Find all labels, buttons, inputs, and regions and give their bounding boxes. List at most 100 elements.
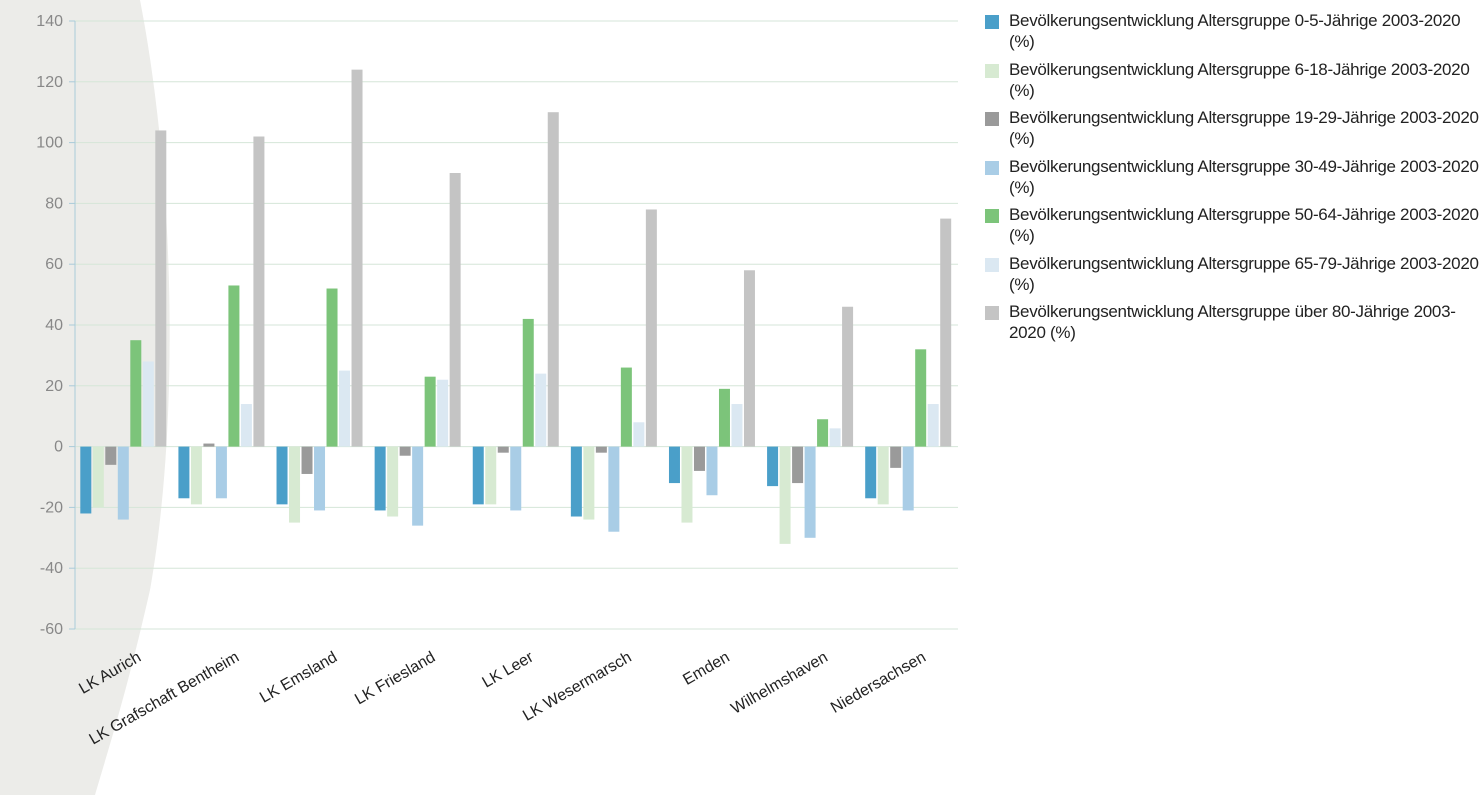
bar-4-2 (497, 446, 509, 453)
bar-6-6 (743, 270, 755, 447)
bar-3-4 (424, 376, 436, 447)
bar-5-6 (645, 209, 657, 447)
legend-swatch (985, 63, 999, 78)
bar-5-5 (633, 422, 645, 447)
legend-swatch (985, 257, 999, 272)
bar-8-0 (865, 446, 877, 499)
bar-6-5 (731, 404, 743, 447)
bar-8-5 (927, 404, 939, 447)
bar-4-1 (485, 446, 497, 505)
bar-6-1 (681, 446, 693, 523)
bar-1-4 (228, 285, 240, 447)
legend: Bevölkerungsentwicklung Altersgruppe 0-5… (985, 10, 1480, 350)
bar-8-1 (877, 446, 889, 505)
legend-label: Bevölkerungsentwicklung Altersgruppe 30-… (1009, 156, 1479, 197)
legend-item: Bevölkerungsentwicklung Altersgruppe 6-1… (985, 59, 1480, 102)
bar-4-0 (472, 446, 484, 505)
bar-7-4 (817, 419, 829, 447)
legend-swatch (985, 209, 999, 223)
bar-2-4 (326, 288, 338, 447)
y-tick-label: 100 (36, 135, 63, 152)
bar-7-2 (792, 446, 804, 484)
bar-1-1 (190, 446, 202, 505)
category-label: LK Friesland (352, 649, 438, 709)
legend-swatch (985, 160, 999, 175)
category-label: LK Wesermarsch (520, 649, 635, 725)
legend-label: Bevölkerungsentwicklung Altersgruppe übe… (1009, 302, 1456, 343)
legend-label: Bevölkerungsentwicklung Altersgruppe 6-1… (1009, 59, 1470, 100)
bar-6-0 (668, 446, 680, 484)
bar-1-5 (240, 404, 252, 447)
legend-item: Bevölkerungsentwicklung Altersgruppe 0-5… (985, 10, 1480, 53)
grid-layer (75, 20, 958, 630)
bar-0-5 (142, 361, 154, 447)
bar-6-4 (718, 388, 730, 447)
bar-0-3 (117, 446, 129, 520)
y-tick-label: -20 (40, 499, 63, 516)
bar-3-5 (437, 379, 449, 447)
legend-item: Bevölkerungsentwicklung Altersgruppe übe… (985, 301, 1480, 344)
bar-4-5 (535, 373, 547, 447)
bar-7-0 (767, 446, 779, 487)
legend-label: Bevölkerungsentwicklung Altersgruppe 19-… (1009, 108, 1479, 149)
bar-2-1 (289, 446, 301, 523)
y-tick-label: -40 (40, 560, 63, 577)
y-tick-label: 20 (45, 378, 63, 395)
legend-item: Bevölkerungsentwicklung Altersgruppe 50-… (985, 204, 1480, 247)
legend-label: Bevölkerungsentwicklung Altersgruppe 65-… (1009, 253, 1479, 294)
bar-4-6 (547, 112, 559, 447)
legend-item: Bevölkerungsentwicklung Altersgruppe 30-… (985, 156, 1480, 199)
bar-3-0 (374, 446, 386, 511)
bar-5-3 (608, 446, 620, 532)
bar-0-1 (92, 446, 104, 508)
bar-6-3 (706, 446, 718, 496)
bar-4-4 (522, 318, 534, 447)
bars (80, 69, 952, 544)
bar-3-6 (449, 173, 461, 447)
bar-7-5 (829, 428, 841, 447)
bar-1-2 (203, 443, 215, 447)
y-tick-label: 60 (45, 256, 63, 273)
bar-8-2 (890, 446, 902, 468)
y-tick-label: 80 (45, 195, 63, 212)
category-label: Wilhelmshaven (728, 649, 830, 718)
legend-swatch (985, 15, 999, 29)
bar-0-6 (155, 130, 167, 447)
bar-4-3 (510, 446, 522, 511)
bar-8-6 (940, 218, 952, 447)
y-tick-label: -60 (40, 621, 63, 638)
category-label: Niedersachsen (828, 649, 929, 717)
bar-0-0 (80, 446, 92, 514)
bar-2-0 (276, 446, 288, 505)
bar-5-2 (595, 446, 607, 453)
bar-5-1 (583, 446, 595, 520)
bar-3-2 (399, 446, 411, 456)
y-tick-label: 0 (54, 439, 63, 456)
category-label: Emden (680, 649, 732, 689)
bar-2-6 (351, 69, 363, 447)
bar-7-6 (842, 306, 854, 447)
bar-0-2 (105, 446, 117, 465)
category-label: LK Leer (479, 648, 537, 691)
legend-item: Bevölkerungsentwicklung Altersgruppe 65-… (985, 253, 1480, 296)
bar-0-4 (130, 340, 142, 447)
legend-label: Bevölkerungsentwicklung Altersgruppe 50-… (1009, 205, 1479, 246)
bar-3-1 (387, 446, 399, 517)
bar-1-3 (215, 446, 227, 499)
bar-6-2 (693, 446, 705, 471)
legend-label: Bevölkerungsentwicklung Altersgruppe 0-5… (1009, 11, 1461, 52)
bar-2-3 (314, 446, 326, 511)
category-label: LK Emsland (257, 649, 340, 707)
bar-8-4 (915, 349, 927, 447)
legend-swatch (985, 112, 999, 126)
y-tick-label: 140 (36, 13, 63, 30)
bar-3-3 (412, 446, 424, 526)
bar-5-4 (620, 367, 632, 447)
bar-1-6 (253, 136, 265, 447)
bar-7-3 (804, 446, 816, 538)
bar-7-1 (779, 446, 791, 544)
bar-5-0 (570, 446, 582, 517)
